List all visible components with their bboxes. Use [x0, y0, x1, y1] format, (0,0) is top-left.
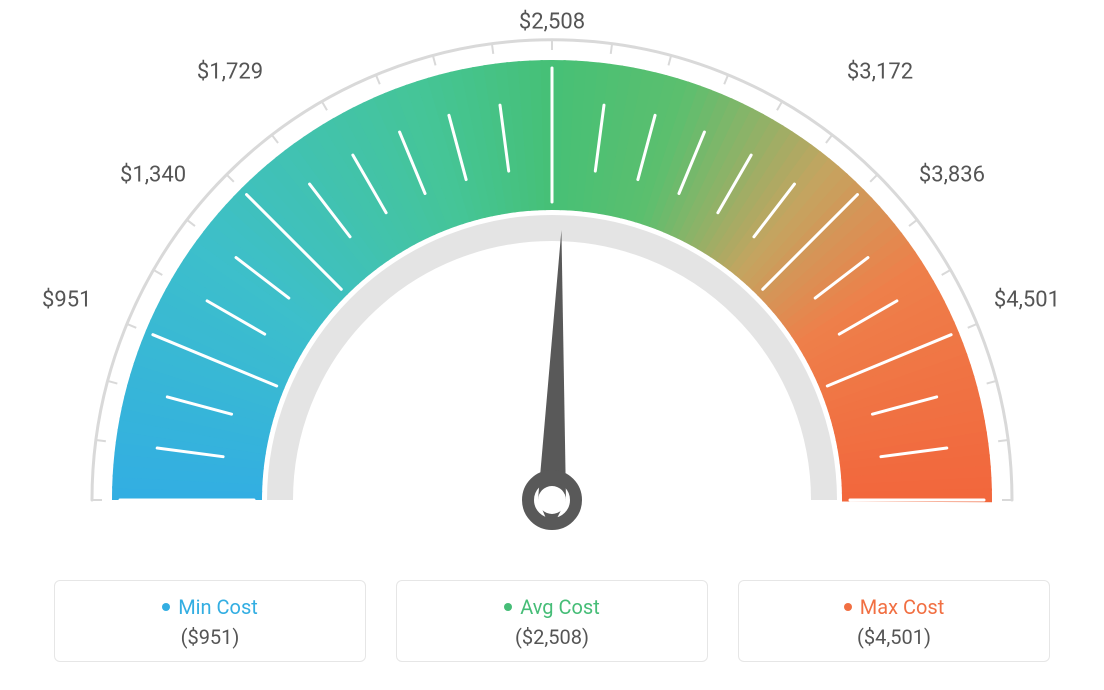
gauge-tick-label: $3,172 [847, 60, 913, 85]
legend-avg-value: ($2,508) [397, 625, 707, 649]
gauge-svg [0, 0, 1104, 560]
gauge-tick-label: $1,729 [197, 60, 263, 85]
legend-max-label-text: Max Cost [860, 595, 945, 619]
gauge-tick-label: $3,836 [919, 163, 985, 188]
legend: Min Cost ($951) Avg Cost ($2,508) Max Co… [0, 580, 1104, 662]
legend-max-label: Max Cost [844, 595, 945, 619]
cost-gauge-chart: $951 $1,340 $1,729 $2,508 $3,172 $3,836 $4,501… [0, 0, 1104, 690]
legend-max-value: ($4,501) [739, 625, 1049, 649]
dot-icon [504, 603, 512, 611]
legend-min-label-text: Min Cost [178, 595, 258, 619]
dot-icon [844, 603, 852, 611]
legend-min-box: Min Cost ($951) [54, 580, 366, 662]
dot-icon [162, 603, 170, 611]
gauge-tick-label: $2,508 [519, 10, 585, 35]
gauge-tick-label: $951 [42, 288, 91, 313]
legend-avg-label: Avg Cost [504, 595, 600, 619]
gauge-tick-label: $4,501 [994, 288, 1060, 313]
legend-avg-label-text: Avg Cost [520, 595, 600, 619]
legend-min-value: ($951) [55, 625, 365, 649]
legend-min-label: Min Cost [162, 595, 258, 619]
legend-max-box: Max Cost ($4,501) [738, 580, 1050, 662]
legend-avg-box: Avg Cost ($2,508) [396, 580, 708, 662]
gauge-tick-label: $1,340 [120, 163, 186, 188]
gauge-area: $951 $1,340 $1,729 $2,508 $3,172 $3,836 $4,501 [0, 0, 1104, 560]
